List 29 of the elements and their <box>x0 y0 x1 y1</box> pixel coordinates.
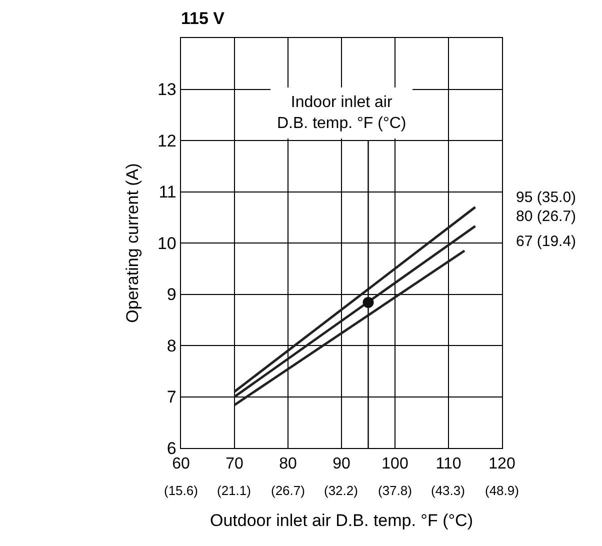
x-tick-label: 100 <box>382 455 408 472</box>
text: 67 (19.4) <box>516 233 576 250</box>
x2-tick-label: (37.8) <box>378 483 412 498</box>
text: 95 (35.0) <box>516 189 576 206</box>
x-tick-label: 80 <box>279 455 297 472</box>
x-tick-label: 60 <box>172 455 190 472</box>
y-tick-label: 11 <box>158 182 176 202</box>
x-tick-label: 70 <box>226 455 244 472</box>
x-axis-title: Outdoor inlet air D.B. temp. °F (°C) <box>210 510 474 530</box>
x-tick-label: 120 <box>488 455 516 472</box>
y-tick-label: 7 <box>166 388 176 407</box>
x2-tick-label: (48.9) <box>485 483 519 498</box>
x2-tick-label: (15.6) <box>164 483 198 498</box>
y-tick-label: 12 <box>157 131 176 150</box>
x2-tick-label: (43.3) <box>431 483 465 498</box>
y-axis-title: Operating current (A) <box>123 163 142 323</box>
x2-tick-label: (21.1) <box>217 483 251 498</box>
y-tick-label: 9 <box>166 285 176 304</box>
x-tick-label: 90 <box>332 455 350 472</box>
chart-title: 115 V <box>181 8 226 28</box>
x-tick-label: 110 <box>436 455 462 472</box>
y-tick-label: 6 <box>166 438 176 458</box>
x2-tick-label: (26.7) <box>271 483 305 498</box>
legend-title: Indoor inlet air D.B. temp. °F (°C) <box>277 94 406 132</box>
y-tick-label: 10 <box>157 234 176 253</box>
text: 80 (26.7) <box>516 208 576 225</box>
x2-tick-label: (32.2) <box>324 483 358 498</box>
y-tick-label: 8 <box>166 336 176 356</box>
y-tick-label: 13 <box>157 80 176 100</box>
